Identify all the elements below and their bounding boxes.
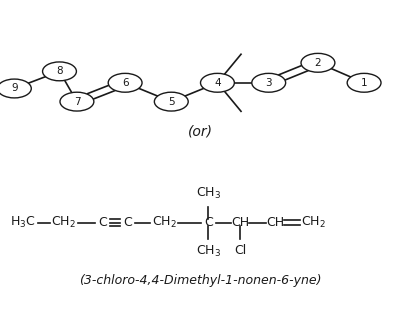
Text: CH: CH xyxy=(266,216,284,229)
Text: 2: 2 xyxy=(315,58,321,68)
Circle shape xyxy=(200,73,234,92)
Text: (or): (or) xyxy=(188,124,212,138)
Text: 7: 7 xyxy=(74,97,80,107)
Text: CH$_2$: CH$_2$ xyxy=(51,215,76,230)
Text: CH$_2$: CH$_2$ xyxy=(302,215,326,230)
Circle shape xyxy=(108,73,142,92)
Text: 9: 9 xyxy=(11,84,18,94)
Circle shape xyxy=(252,73,286,92)
Text: 6: 6 xyxy=(122,78,128,88)
Circle shape xyxy=(60,92,94,111)
Text: Cl: Cl xyxy=(234,244,246,257)
Text: 8: 8 xyxy=(56,66,63,76)
Text: CH$_3$: CH$_3$ xyxy=(196,186,221,201)
Text: CH$_3$: CH$_3$ xyxy=(196,244,221,259)
Circle shape xyxy=(347,73,381,92)
Circle shape xyxy=(0,79,31,98)
Text: C: C xyxy=(98,216,107,229)
Text: 5: 5 xyxy=(168,97,174,107)
Text: CH$_2$: CH$_2$ xyxy=(152,215,176,230)
Text: H$_3$C: H$_3$C xyxy=(10,215,35,230)
Text: 3: 3 xyxy=(266,78,272,88)
Text: (3-chloro-4,4-Dimethyl-1-nonen-6-yne): (3-chloro-4,4-Dimethyl-1-nonen-6-yne) xyxy=(79,274,321,287)
Text: 1: 1 xyxy=(361,78,368,88)
Text: C: C xyxy=(123,216,132,229)
Text: C: C xyxy=(204,216,212,229)
Circle shape xyxy=(42,62,76,81)
Circle shape xyxy=(301,53,335,72)
Text: CH: CH xyxy=(231,216,249,229)
Circle shape xyxy=(154,92,188,111)
Text: 4: 4 xyxy=(214,78,221,88)
